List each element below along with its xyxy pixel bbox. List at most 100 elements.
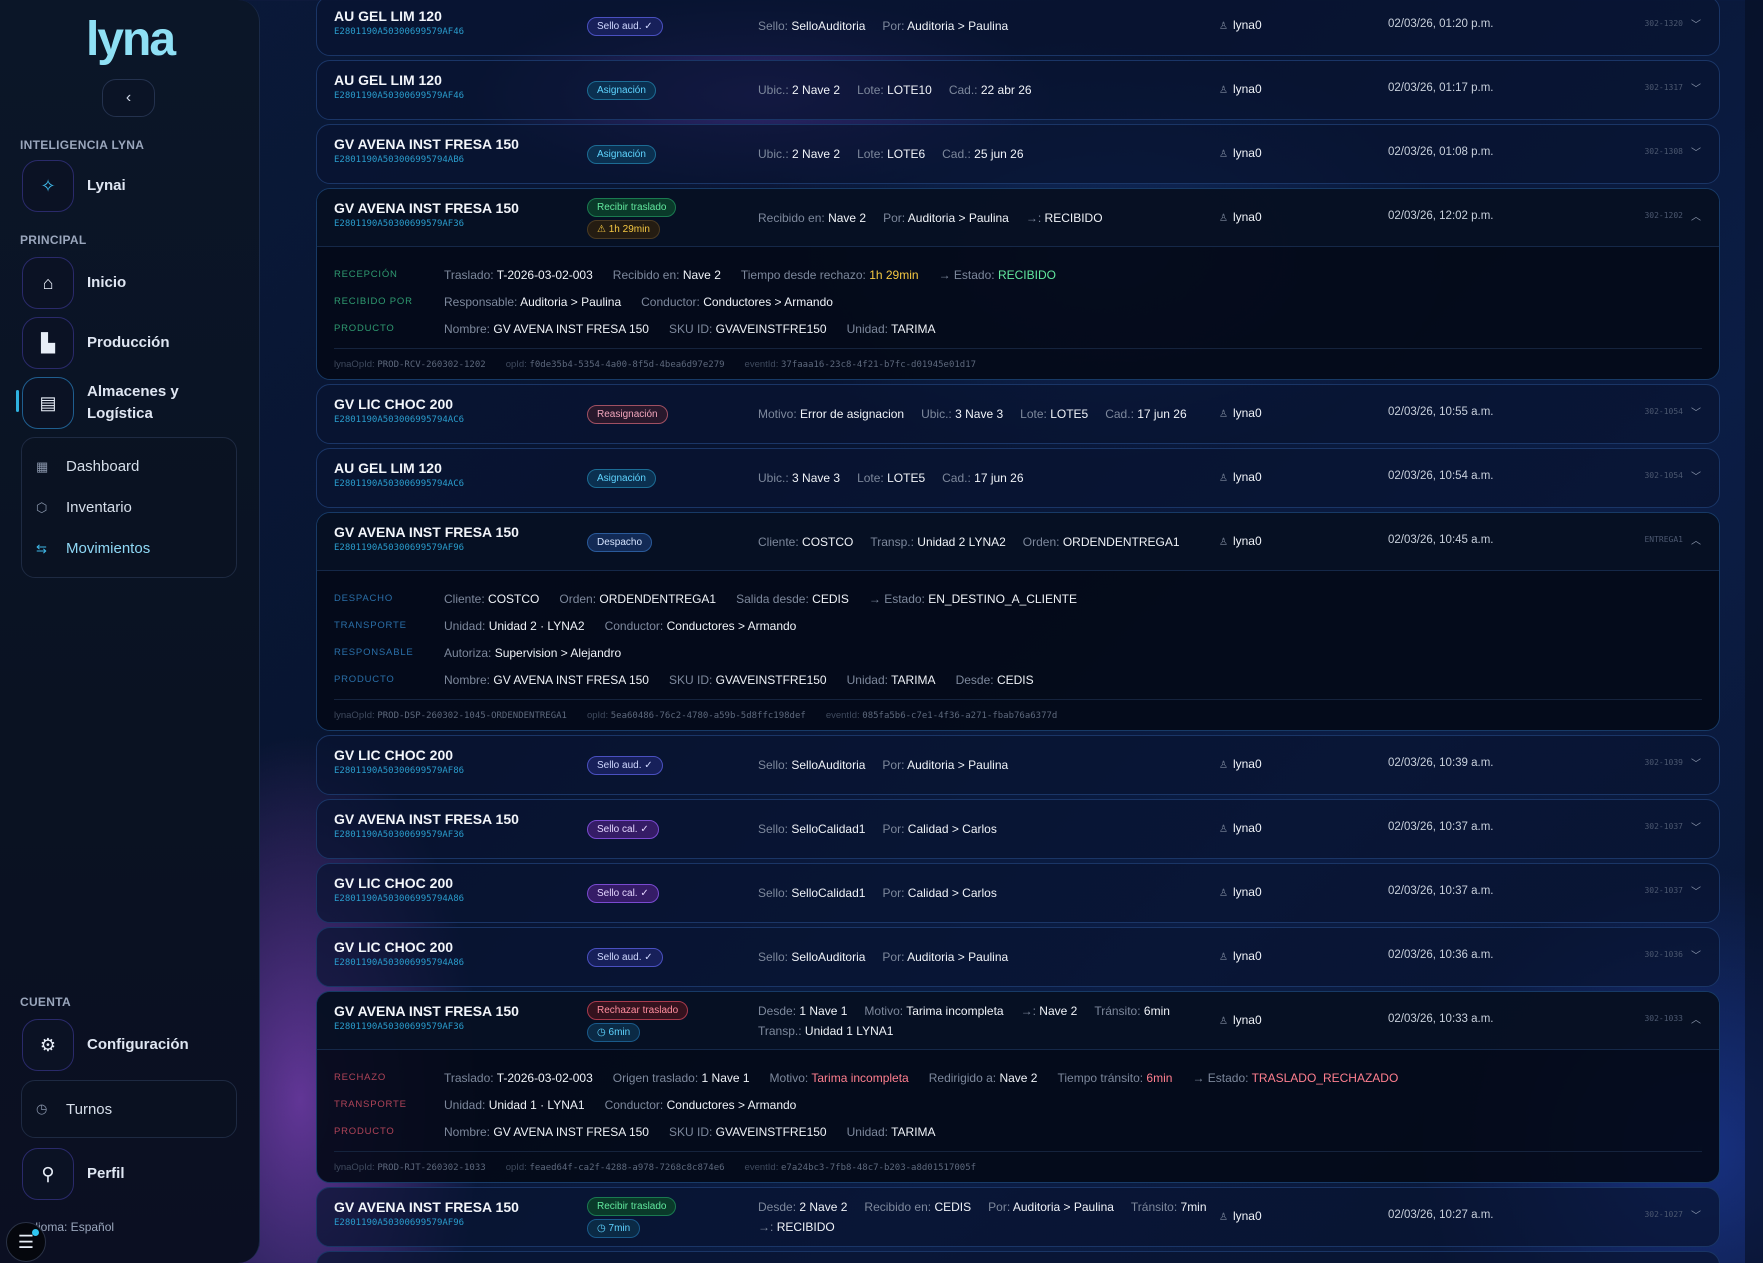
movement-header[interactable]: GV AVENA INST FRESA 150 E2801190A50300699… [317,992,1719,1050]
movement-card: GV LIC CHOC 200 E2801190A503006995794A86 S… [316,863,1720,923]
op-code: 302-1037 [1644,886,1683,895]
sidebar-subitem-movimientos[interactable]: ⇆ Movimientos [22,528,236,569]
active-indicator [16,390,19,412]
badge-group: Recibir traslado ⚠ 1h 29min [587,189,677,247]
meta-line: Ubic.: 2 Nave 2 Lote: LOTE10 Cad.: 22 abr … [758,83,1032,97]
meta-field: Cad.: 17 jun 26 [1105,407,1186,421]
chevron-up-icon[interactable]: ︿ [1691,1015,1701,1026]
movement-header[interactable]: GV LIC CHOC 200 E2801190A503006995794AC6 R… [317,385,1719,443]
detail-key: SKU ID: [668,1124,713,1139]
epc-code: E2801190A50300699579AF96 [334,543,465,553]
chevron-down-icon[interactable]: ﹀ [1691,408,1701,419]
detail-field: SKU ID: GVAVEINSTFRE150 [669,1125,827,1139]
movement-header[interactable]: GV AVENA INST FRESA 150 E2801190A50300699… [317,125,1719,183]
timestamp: 02/03/26, 10:27 a.m. [1388,1209,1494,1221]
movement-header[interactable]: AU GEL LIM 120 E2801190A50300699579AF46 As… [317,61,1719,119]
movement-header[interactable]: GV LIC CHOC 200 E2801190A50300699579AF86 S… [317,736,1719,794]
movement-header[interactable]: GV AVENA INST FRESA 150 E2801190A50300699… [317,800,1719,858]
chevron-down-icon[interactable]: ﹀ [1691,20,1701,31]
sidebar-item-turnos[interactable]: ◷ Turnos [21,1080,237,1138]
chevron-up-icon[interactable]: ︿ [1691,212,1701,223]
sidebar-item-lynai[interactable]: ✧ Lynai [22,160,126,212]
detail-field: Unidad: TARIMA [847,322,936,336]
sidebar-item-inicio[interactable]: ⌂ Inicio [22,257,126,309]
chevron-down-icon[interactable]: ﹀ [1691,84,1701,95]
detail-section-label: PRODUCTO [334,323,395,334]
movement-card: GV LIC CHOC 200 E2801190A503006995794A86 S… [316,927,1720,987]
meta-value: LOTE5 [887,471,926,485]
product-title: AU GEL LIM 120 [334,8,442,24]
user-name: lyna0 [1232,406,1262,420]
sidebar-item-perfil[interactable]: ⚲ Perfil [22,1148,125,1200]
meta-field: Sello: SelloAuditoria [758,758,865,772]
event-badge: ◷ 7min [587,1218,641,1238]
scrollbar[interactable] [1745,0,1763,1263]
chevron-down-icon[interactable]: ﹀ [1691,951,1701,962]
event-badge: Reasignación [587,404,668,424]
chevron-down-icon[interactable]: ﹀ [1691,472,1701,483]
sidebar-subitem-dashboard[interactable]: ▦ Dashboard [22,446,236,487]
user-icon: ♙ [1219,85,1228,96]
meta-field: Desde: 1 Nave 1 [758,1004,847,1018]
meta-value: Auditoria > Paulina [907,758,1009,772]
chevron-down-icon[interactable]: ﹀ [1691,759,1701,770]
language-selector[interactable]: Idioma: Español [28,1220,115,1234]
meta-value: Unidad 2 LYNA2 [917,535,1006,549]
chevron-down-icon[interactable]: ﹀ [1691,823,1701,834]
detail-value: Conductores > Armando [666,618,797,633]
meta-value: 6min [1143,1004,1170,1018]
movement-header[interactable]: GV AVENA INST FRESA 150Crear traslado→: … [317,1252,1719,1263]
sidebar-item-produccion[interactable]: ▙ Producción [22,317,170,369]
detail-value: GV AVENA INST FRESA 150 [493,1124,649,1139]
movement-header[interactable]: GV LIC CHOC 200 E2801190A503006995794A86 S… [317,928,1719,986]
detail-key: Nombre: [444,672,491,687]
id-key: opId: [505,358,527,370]
chevron-down-icon[interactable]: ﹀ [1691,887,1701,898]
movement-header[interactable]: GV LIC CHOC 200 E2801190A503006995794A86 S… [317,864,1719,922]
movement-card: AU GEL LIM 120 E2801190A50300699579AF46 As… [316,60,1720,120]
meta-key: Recibido en: [758,211,825,225]
movement-header[interactable]: AU GEL LIM 120 E2801190A503006995794AC6 As… [317,449,1719,507]
movement-details: DESPACHO Cliente: COSTCO Orden: ORDENDENTR… [317,571,1719,730]
sidebar-subitem-inventario[interactable]: ⬡ Inventario [22,487,236,528]
sidebar-item-label: Configuración [87,1036,189,1053]
movement-header[interactable]: GV AVENA INST FRESA 150 E2801190A50300699… [317,513,1719,571]
meta-key: Cad.: [942,147,971,161]
detail-value: CEDIS [812,591,849,606]
product-title: GV LIC CHOC 200 [334,396,454,412]
user-icon: ♙ [1219,21,1228,32]
meta-field: Cad.: 17 jun 26 [942,471,1023,485]
chevron-down-icon[interactable]: ﹀ [1691,1211,1701,1222]
movement-header[interactable]: AU GEL LIM 120 E2801190A50300699579AF46 Se… [317,0,1719,55]
id-key: lynaOpId: [334,358,375,370]
meta-value: Auditoria > Paulina [907,211,1009,225]
detail-field: Origen traslado: 1 Nave 1 [613,1071,750,1085]
detail-fields: Unidad: Unidad 1 · LYNA1 Conductor: Condu… [444,1098,796,1112]
meta-key: Transp.: [870,535,914,549]
detail-row: RECEPCIÓN Traslado: T-2026-03-02-003 Recib… [334,261,1702,288]
detail-key: SKU ID: [668,672,713,687]
meta-line: Cliente: COSTCO Transp.: Unidad 2 LYNA2 Or… [758,535,1180,549]
sidebar-item-configuracion[interactable]: ⚙ Configuración [22,1019,189,1071]
menu-button[interactable]: ☰ [6,1222,46,1262]
meta-key: Cad.: [1105,407,1134,421]
badge-group: Rechazar traslado ◷ 6min [587,992,689,1050]
meta-key: Por: [882,886,905,900]
movement-header[interactable]: GV AVENA INST FRESA 150 E2801190A50300699… [317,189,1719,247]
chevron-down-icon[interactable]: ﹀ [1691,148,1701,159]
epc-code: E2801190A50300699579AF36 [334,219,465,229]
meta-field: Sello: SelloAuditoria [758,19,865,33]
movement-header[interactable]: GV AVENA INST FRESA 150 E2801190A50300699… [317,1188,1719,1246]
chevron-up-icon[interactable]: ︿ [1691,536,1701,547]
collapse-sidebar-button[interactable]: ‹ [102,79,155,117]
detail-field: Unidad: TARIMA [847,673,936,687]
sidebar-item-almacenes[interactable]: ▤ Almacenes y Logística [22,377,197,429]
meta-field: Ubic.: 2 Nave 2 [758,147,840,161]
op-code: 302-1054 [1644,407,1683,416]
meta-line: Desde: 1 Nave 1 Motivo: Tarima incompleta… [758,1004,1170,1018]
meta-field: Por: Auditoria > Paulina [882,950,1008,964]
detail-section-label: RECIBIDO POR [334,296,413,307]
detail-key: Recibido en: [612,267,680,282]
meta-key: Sello: [758,886,789,900]
user-icon: ♙ [1219,1212,1228,1223]
